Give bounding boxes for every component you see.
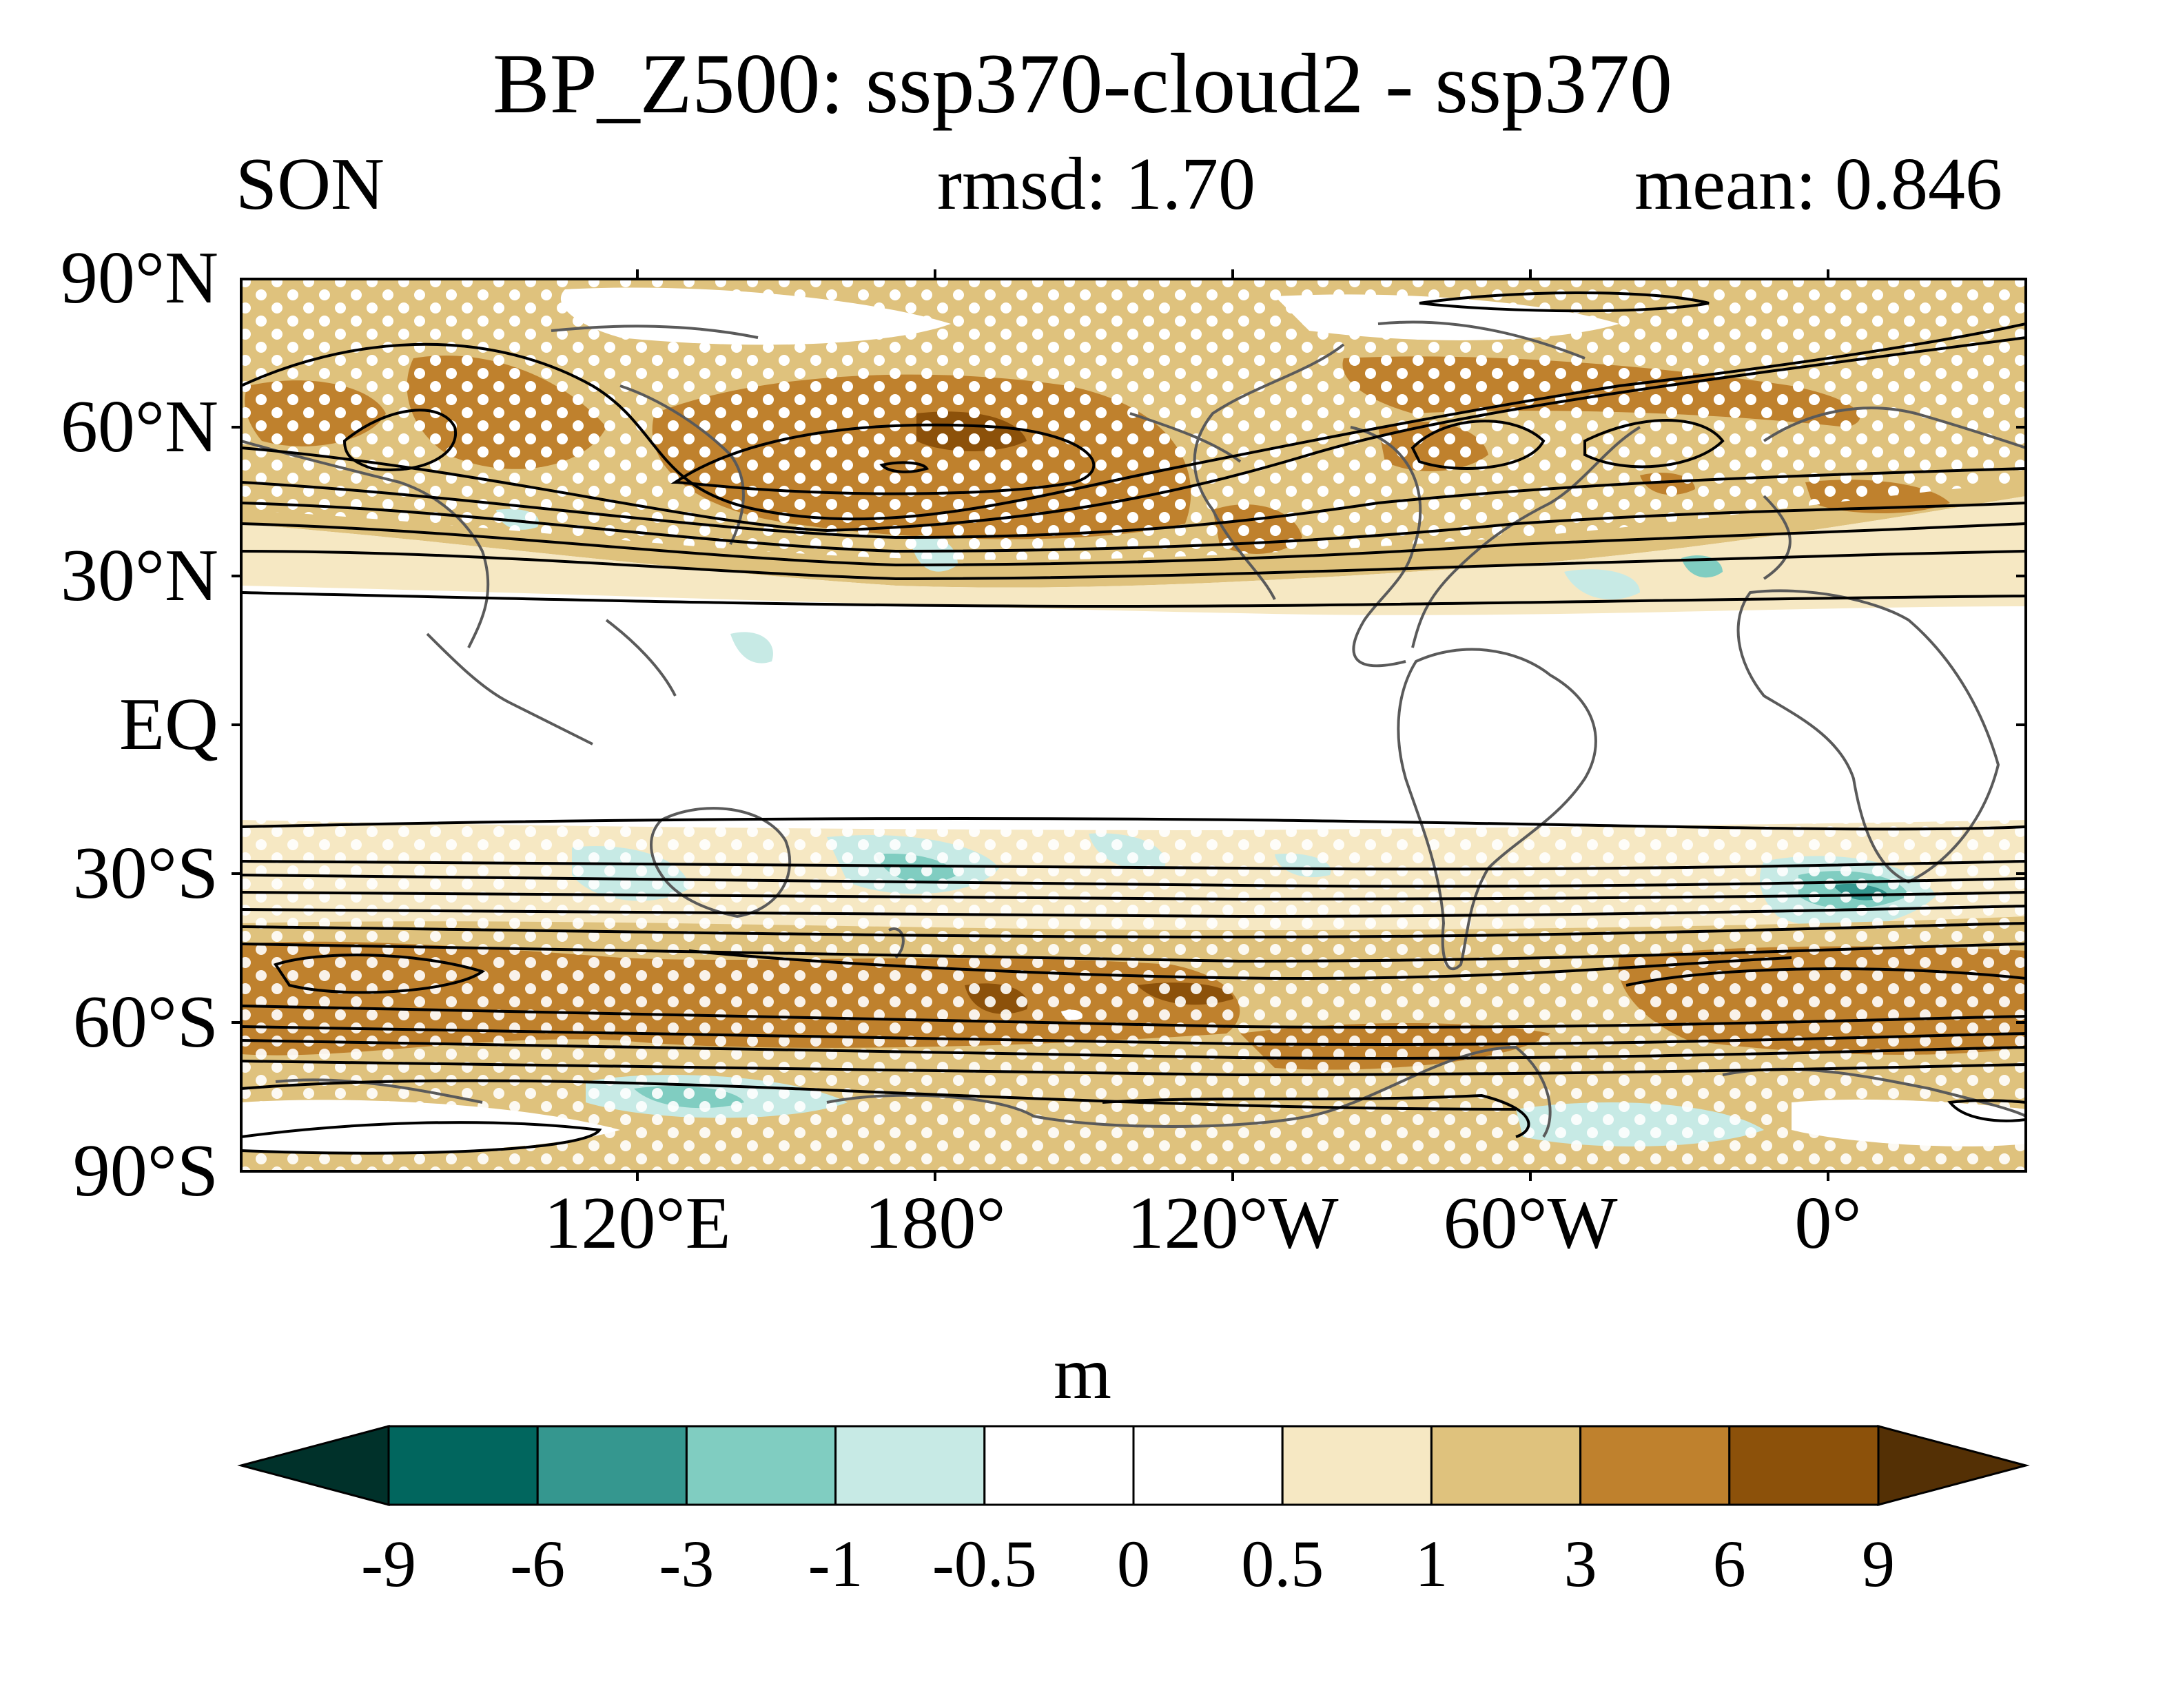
colorbar-swatch xyxy=(536,1425,688,1506)
x-tick-label: 0° xyxy=(1794,1182,1862,1264)
y-tick-label: 90°S xyxy=(72,1130,218,1212)
rmsd-label: rmsd: 1.70 xyxy=(937,143,1256,225)
colorbar-swatch xyxy=(834,1425,986,1506)
colorbar-swatch xyxy=(1430,1425,1582,1506)
y-tick-label: 90°N xyxy=(60,237,218,319)
y-tick-label: 60°S xyxy=(72,981,218,1063)
mean-label: mean: 0.846 xyxy=(1634,143,2002,225)
colorbar-unit: m xyxy=(1053,1333,1112,1414)
season-label: SON xyxy=(236,143,385,225)
colorbar-level-label: 1 xyxy=(1415,1527,1448,1601)
y-tick-label: 30°S xyxy=(72,832,218,914)
map-frame xyxy=(232,269,2027,1181)
colorbar-swatch xyxy=(1728,1425,1880,1506)
colorbar-level-label: 6 xyxy=(1712,1527,1746,1601)
colorbar-level-label: -9 xyxy=(361,1527,416,1601)
colorbar-extend-high xyxy=(1877,1425,2030,1506)
contour-lines xyxy=(241,291,2026,1155)
y-tick-label: 30°N xyxy=(60,535,218,617)
colorbar-swatch xyxy=(1281,1425,1433,1506)
x-tick-label: 120°W xyxy=(1127,1182,1339,1264)
x-tick-label: 180° xyxy=(864,1182,1006,1264)
colorbar-level-label: 3 xyxy=(1563,1527,1597,1601)
colorbar-swatch xyxy=(387,1425,539,1506)
colorbar-level-label: 0 xyxy=(1117,1527,1150,1601)
x-tick-label: 120°E xyxy=(544,1182,731,1264)
colorbar xyxy=(237,1425,2030,1506)
colorbar-level-label: 9 xyxy=(1862,1527,1895,1601)
y-tick-label: 60°N xyxy=(60,386,218,468)
colorbar-swatch xyxy=(1132,1425,1284,1506)
colorbar-level-label: -0.5 xyxy=(932,1527,1037,1601)
colorbar-swatch xyxy=(1579,1425,1731,1506)
colorbar-swatch xyxy=(685,1425,837,1506)
map-panel xyxy=(241,279,2026,1171)
colorbar-level-label: -6 xyxy=(510,1527,566,1601)
y-tick-label: EQ xyxy=(119,683,218,765)
plot-title: BP_Z500: ssp370-cloud2 - ssp370 xyxy=(493,37,1672,131)
colorbar-extend-low xyxy=(237,1425,390,1506)
colorbar-level-label: 0.5 xyxy=(1241,1527,1324,1601)
x-tick-label: 60°W xyxy=(1443,1182,1618,1264)
colorbar-level-label: -3 xyxy=(659,1527,715,1601)
colorbar-swatch xyxy=(983,1425,1135,1506)
colorbar-level-label: -1 xyxy=(808,1527,863,1601)
